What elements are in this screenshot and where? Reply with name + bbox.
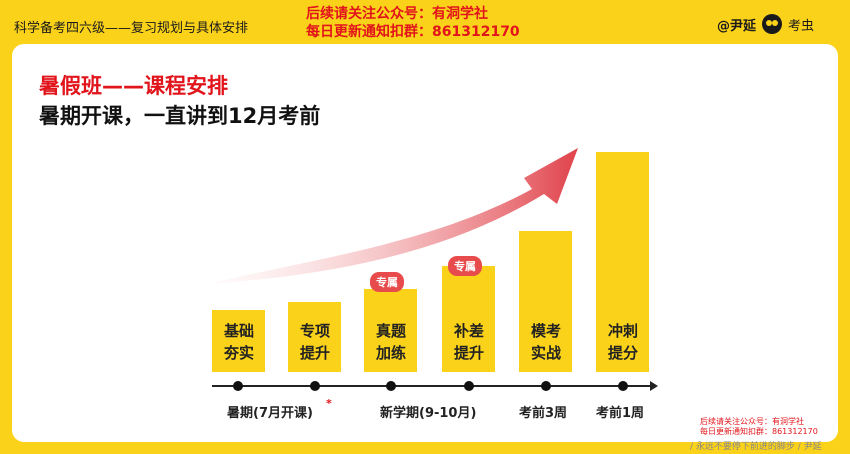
brand-name: @尹延 [716, 18, 756, 34]
bar-3 [364, 289, 417, 372]
timeline-dot [618, 381, 628, 391]
brand-name-2: 考虫 [787, 18, 814, 34]
bar-1 [212, 310, 265, 372]
growth-arrow [207, 148, 578, 284]
bar-label-1: 基础 夯实 [223, 322, 254, 362]
bar-label-5: 模考 实战 [530, 322, 561, 362]
bar-5 [519, 231, 572, 372]
timeline-dot [386, 381, 396, 391]
bar-label-6: 冲刺 提分 [607, 322, 638, 362]
section-title: 暑假班——课程安排 [39, 74, 228, 98]
timeline-label-semester: 新学期(9-10月) [380, 406, 477, 421]
bar-4 [442, 266, 495, 372]
promo-line-1: 后续请关注公众号：有洞学社 [306, 6, 488, 22]
bar-label-2: 专项 提升 [299, 322, 330, 362]
bar-label-4: 补差 提升 [453, 322, 484, 362]
slide-subtitle: 暑期开课，一直讲到12月考前 [39, 104, 321, 128]
timeline-label-3weeks: 考前3周 [519, 406, 568, 421]
timeline-label-1week: 考前1周 [596, 406, 645, 421]
kaochong-logo-icon [761, 14, 782, 34]
timeline-dot [310, 381, 320, 391]
timeline-label-summer: 暑期(7月开课) [227, 406, 313, 421]
watermark-promo: 后续请关注公众号：有洞学社 每日更新通知扣群：861312170 [700, 417, 818, 437]
timeline-dot [464, 381, 474, 391]
slide-card: 暑假班——课程安排 暑期开课，一直讲到12月考前 基础 夯实 专项 提升 真题 加练 … [12, 44, 838, 452]
timeline-dot [233, 381, 243, 391]
footer-note: / 永远不要停下前进的脚步 / 尹延 [690, 442, 822, 452]
exclusive-badge-2: 专属 [448, 256, 482, 276]
header-title: 科学备考四六级——复习规划与具体安排 [14, 21, 249, 36]
timeline-asterisk: * [326, 397, 332, 410]
timeline-dot [541, 381, 551, 391]
watermark-line-2: 每日更新通知扣群：861312170 [700, 427, 818, 436]
bar-label-3: 真题 加练 [375, 322, 406, 362]
bar-2 [288, 302, 341, 372]
promo-text: 后续请关注公众号：有洞学社 每日更新通知扣群：861312170 [306, 5, 520, 41]
timeline-axis [212, 385, 652, 387]
bar-6 [596, 152, 649, 372]
exclusive-badge-1: 专属 [370, 272, 404, 292]
promo-line-2: 每日更新通知扣群：861312170 [306, 24, 520, 40]
watermark-line-1: 后续请关注公众号：有洞学社 [700, 417, 804, 426]
timeline-arrow-icon [650, 381, 658, 391]
brand: @尹延 考虫 [717, 14, 814, 34]
